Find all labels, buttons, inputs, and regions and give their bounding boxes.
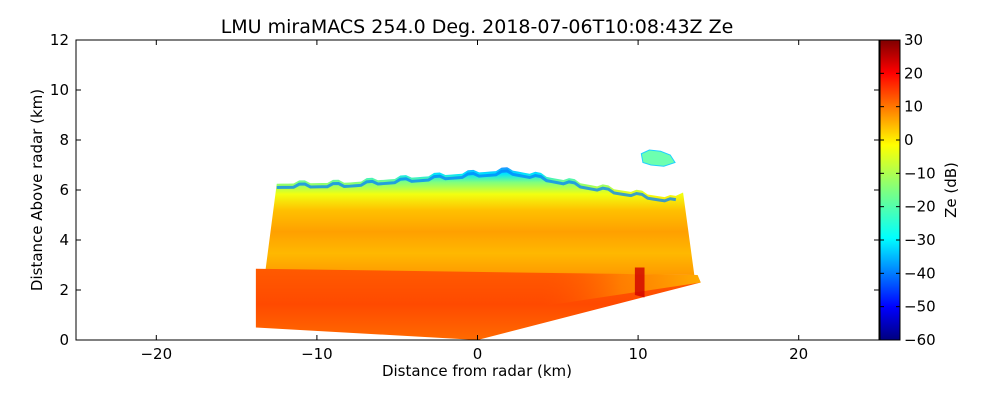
colorbar-tick-label: 30 (904, 31, 923, 49)
colorbar-tick-label: −20 (904, 198, 936, 216)
y-tick-label: 10 (50, 81, 69, 99)
colorbar-tick-label: 10 (904, 98, 923, 116)
y-axis-label: Distance Above radar (km) (28, 89, 46, 291)
colorbar-label: Ze (dB) (942, 162, 960, 218)
colorbar-tick-label: −50 (904, 298, 936, 316)
colorbar-tick-label: −30 (904, 231, 936, 249)
plot-area: −20 −10 0 10 20 0 2 4 6 8 10 12 (50, 31, 880, 363)
x-tick-label: −10 (301, 345, 333, 363)
colorbar-tick-label: 0 (904, 131, 914, 149)
x-tick-label: 20 (789, 345, 808, 363)
y-tick-label: 12 (50, 31, 69, 49)
y-tick-label: 4 (59, 231, 69, 249)
y-tick-label: 0 (59, 331, 69, 349)
x-axis-ticks: −20 −10 0 10 20 (140, 40, 808, 363)
x-axis-label: Distance from radar (km) (382, 362, 572, 380)
y-tick-label: 2 (59, 281, 69, 299)
colorbar-ticks: 30 20 10 0 −10 −20 −30 −40 −50 −60 (880, 31, 936, 349)
colorbar-scale (879, 39, 901, 341)
x-tick-label: 10 (629, 345, 648, 363)
upper-cloud-echo (265, 167, 695, 275)
colorbar-tick-label: 20 (904, 64, 923, 82)
colorbar-tick-label: −10 (904, 164, 936, 182)
x-tick-label: −20 (140, 345, 172, 363)
colorbar-tick-label: −40 (904, 264, 936, 282)
x-tick-label: 0 (473, 345, 483, 363)
colorbar: 30 20 10 0 −10 −20 −30 −40 −50 −60 Ze (dB) (879, 31, 960, 349)
radar-echo-field (255, 149, 701, 340)
y-axis-ticks: 0 2 4 6 8 10 12 (50, 31, 879, 349)
rain-layer-right-gradient (541, 272, 701, 307)
isolated-echo (640, 149, 676, 167)
y-tick-label: 8 (59, 131, 69, 149)
y-tick-label: 6 (59, 181, 69, 199)
colorbar-tick-label: −60 (904, 331, 936, 349)
strong-echo-streak (634, 267, 645, 298)
cloud-top-edge (276, 169, 677, 203)
chart-title: LMU miraMACS 254.0 Deg. 2018-07-06T10:08… (221, 16, 734, 38)
